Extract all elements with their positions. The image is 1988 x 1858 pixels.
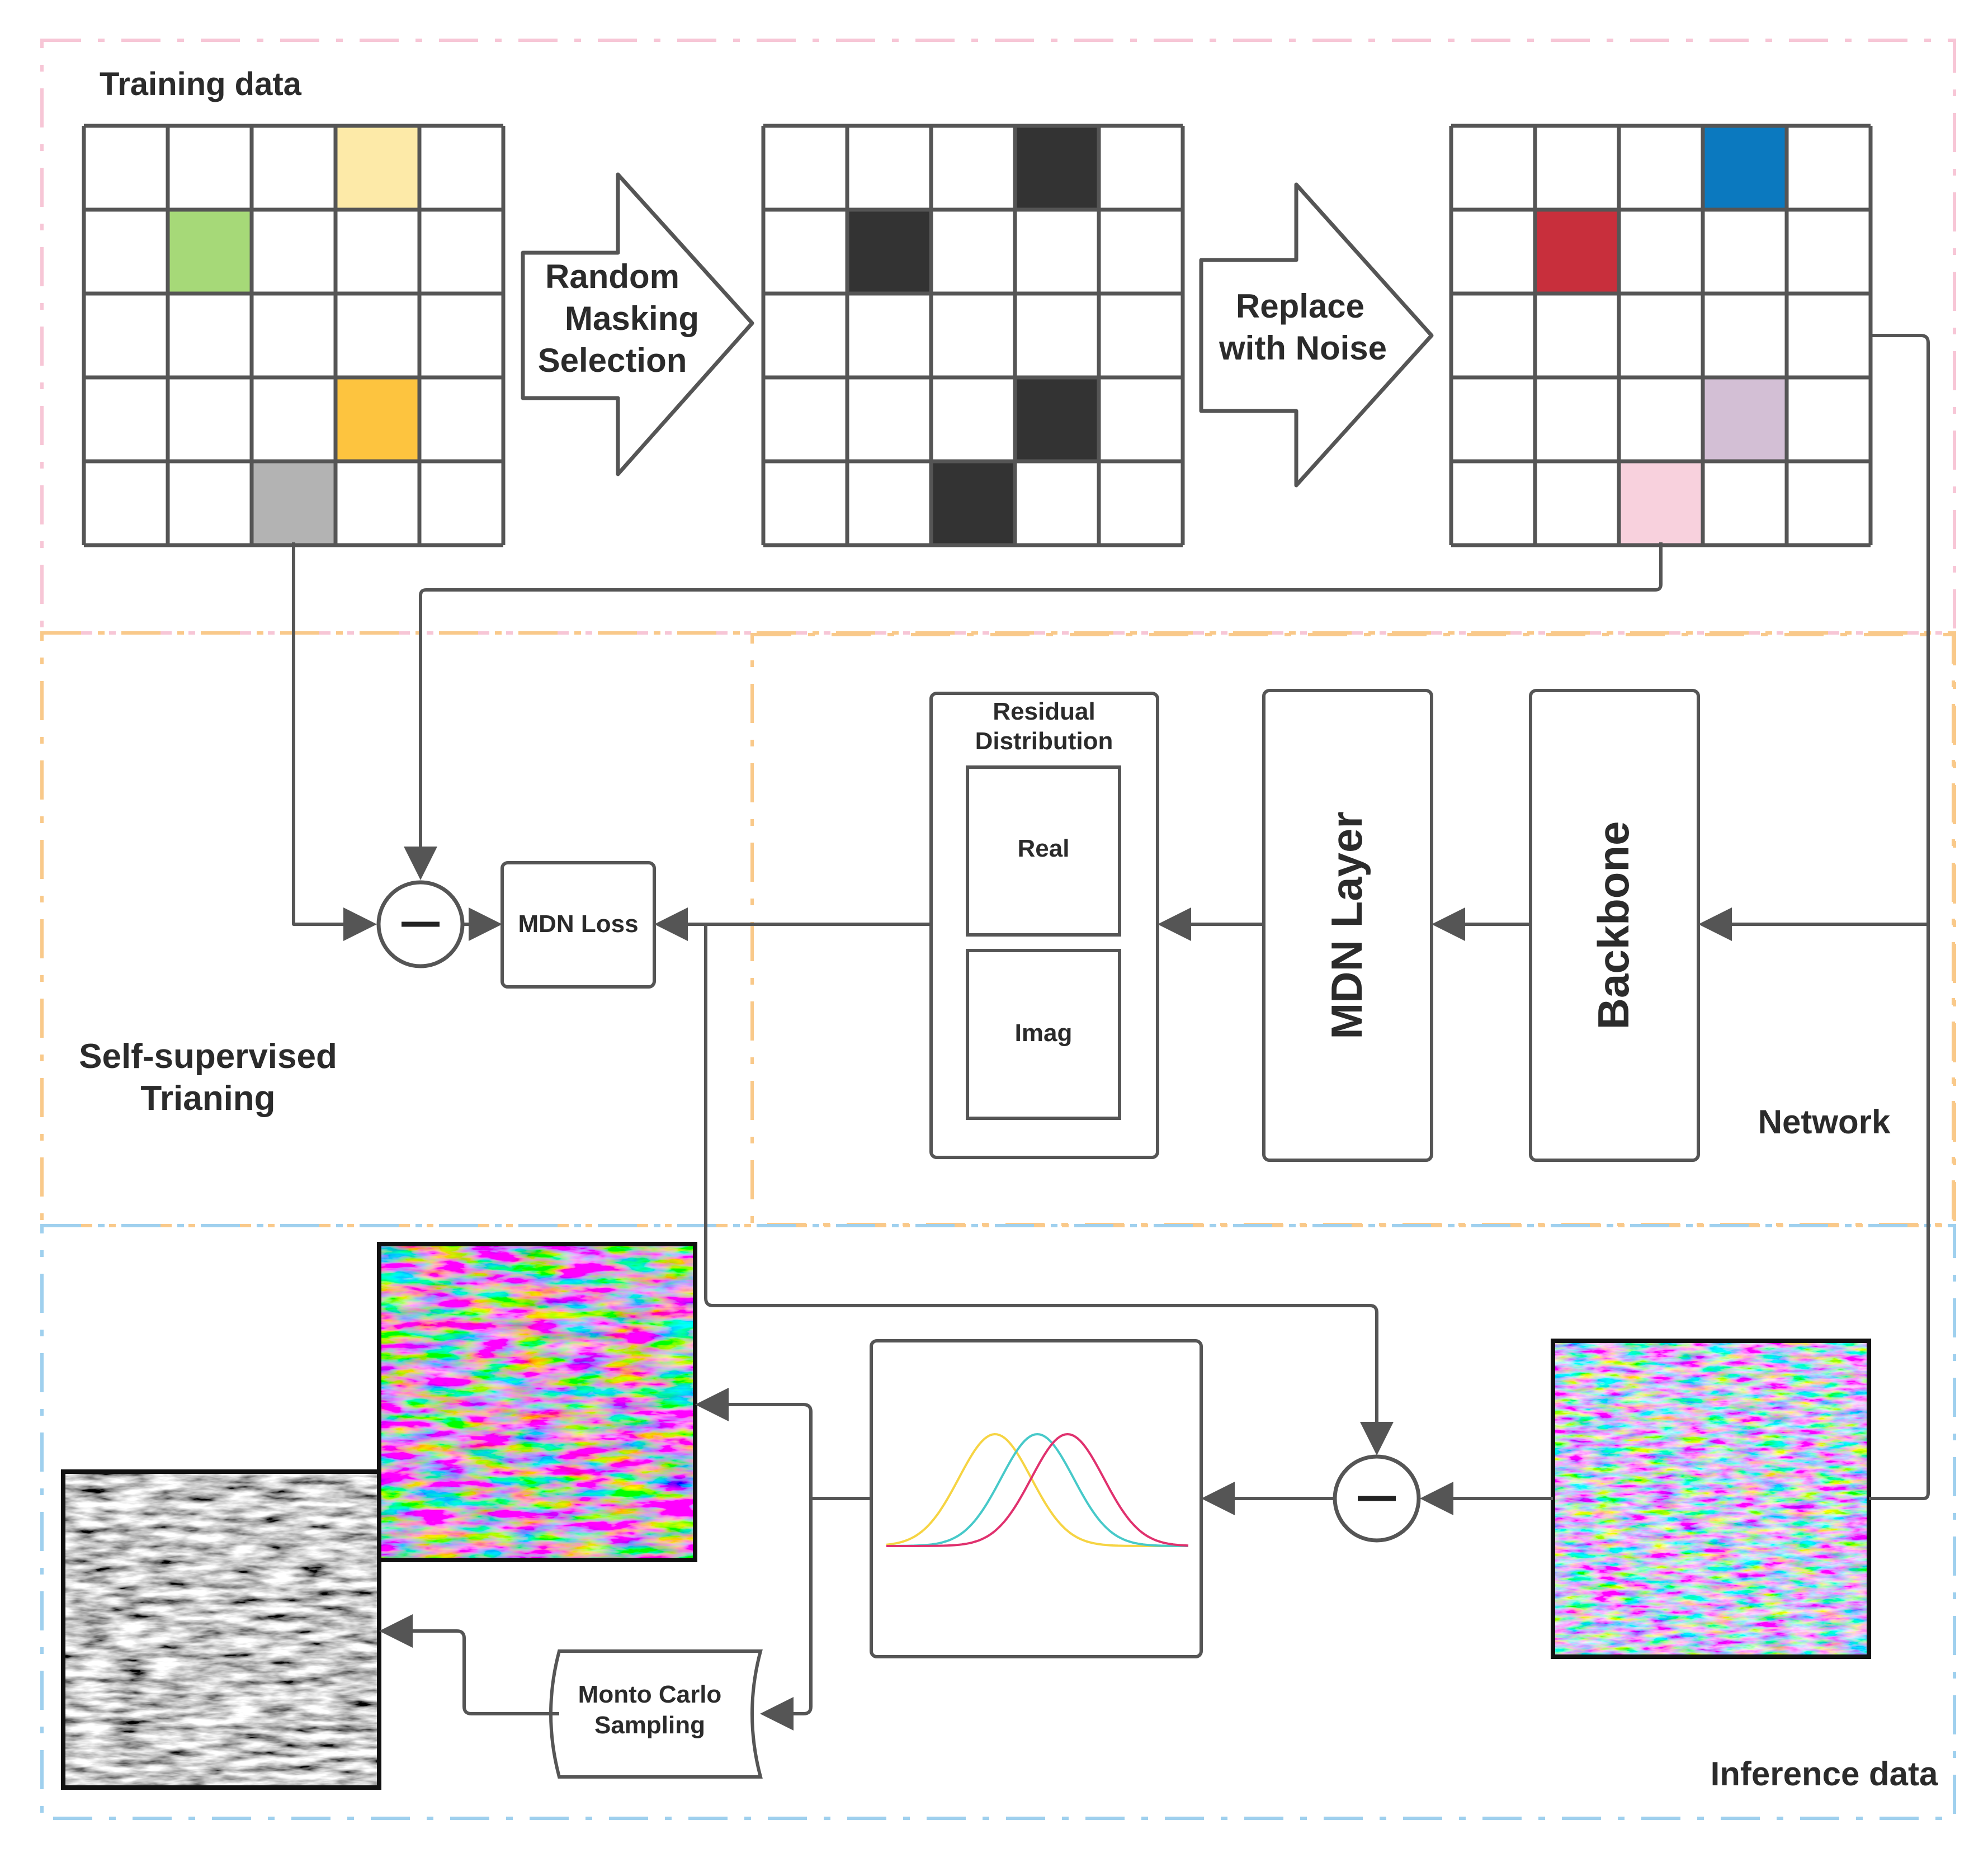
denoised-phase-image xyxy=(377,1242,697,1562)
grid-cell-highlight xyxy=(252,461,336,545)
self-supervised-label-line1: Self-supervised xyxy=(79,1037,337,1076)
backbone-box: Backbone xyxy=(1529,689,1700,1162)
masked-grid xyxy=(761,124,1185,547)
distribution-plot-box xyxy=(870,1339,1203,1658)
mdn-loss-box: MDN Loss xyxy=(500,861,656,989)
connectors xyxy=(292,334,1930,1731)
sampling-label-line2: Sampling xyxy=(594,1712,705,1739)
uncertainty-map-image xyxy=(61,1469,381,1790)
imag-label: Imag xyxy=(1015,1019,1073,1047)
grid-cell-highlight xyxy=(1619,461,1703,545)
inference-region-border xyxy=(40,1224,1956,1820)
minus-operator-training xyxy=(376,880,465,968)
replace-noise-arrow: Replace with Noise xyxy=(1199,182,1434,488)
noised-grid xyxy=(1449,124,1873,547)
minus-operator-inference xyxy=(1333,1454,1421,1543)
residual-distribution-box: Residual Distribution Real Imag xyxy=(929,692,1159,1159)
real-label: Real xyxy=(1018,835,1070,862)
grid-cell-highlight xyxy=(1535,210,1619,294)
monte-carlo-sampling-box: Monto Carlo Sampling xyxy=(549,1649,763,1779)
gaussian-curve xyxy=(886,1432,1189,1547)
imag-box xyxy=(966,949,1121,1120)
training-data-label: Training data xyxy=(100,66,302,102)
mdn-layer-box: MDN Layer xyxy=(1262,689,1433,1162)
residual-title-line1: Residual xyxy=(993,698,1095,725)
network-label: Network xyxy=(1758,1103,1891,1141)
mdn-loss-label: MDN Loss xyxy=(518,910,638,938)
grid-cell-highlight xyxy=(1015,377,1099,461)
residual-title-line2: Distribution xyxy=(975,727,1113,755)
training-region-border xyxy=(40,39,1956,635)
inference-phase-image xyxy=(1551,1339,1871,1659)
replace-noise-text-line1: Replace xyxy=(1236,287,1364,325)
real-box xyxy=(966,765,1121,937)
grid-cell-highlight xyxy=(168,210,252,294)
gaussian-curve xyxy=(886,1432,1188,1547)
sampling-label-line1: Monto Carlo xyxy=(578,1681,722,1708)
grid-cell-highlight xyxy=(1703,126,1787,210)
grid-cell-highlight xyxy=(931,461,1015,545)
random-masking-arrow: Random Masking Selection xyxy=(521,172,754,476)
grid-cell-highlight xyxy=(336,126,419,210)
self-supervised-label-line2: Trianing xyxy=(140,1079,275,1118)
mdn-layer-label: MDN Layer xyxy=(1322,811,1371,1039)
gaussian-curve xyxy=(886,1432,1188,1547)
training-data-grid xyxy=(82,124,506,547)
random-masking-text-line2: Masking xyxy=(565,300,699,337)
inference-data-label: Inference data xyxy=(1711,1755,1938,1793)
grid-cell-highlight xyxy=(847,210,931,294)
random-masking-text-line3: Selection xyxy=(538,342,687,379)
gaussian-curves xyxy=(886,1432,1189,1547)
replace-noise-text-line2: with Noise xyxy=(1219,329,1387,367)
grid-cell-highlight xyxy=(1703,377,1787,461)
network-region-border xyxy=(750,633,1955,1226)
random-masking-text-line1: Random xyxy=(545,258,679,295)
backbone-label: Backbone xyxy=(1589,821,1638,1030)
grid-cell-highlight xyxy=(336,377,419,461)
grid-cell-highlight xyxy=(1015,126,1099,210)
